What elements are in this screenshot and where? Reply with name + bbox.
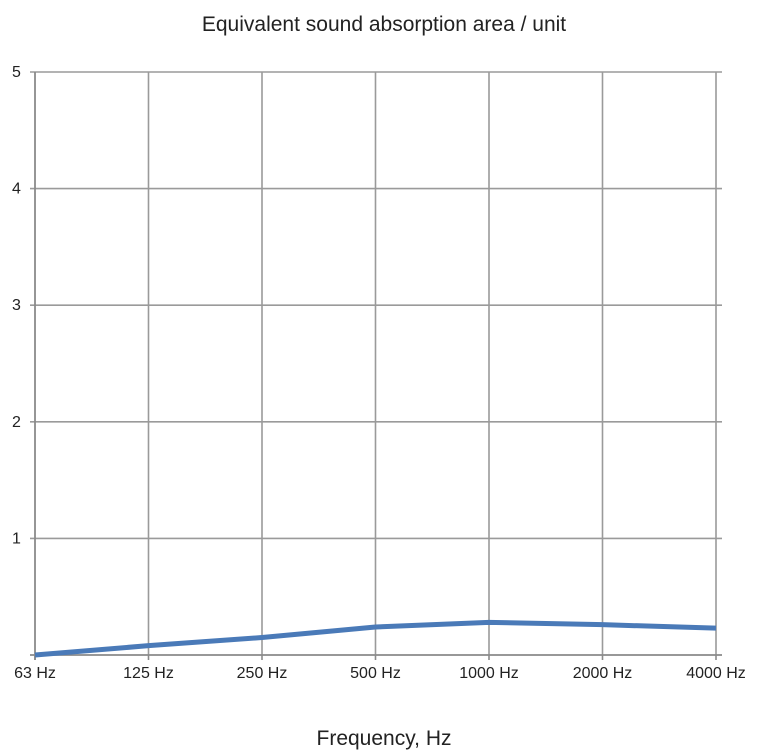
x-tick-label: 500 Hz [350, 665, 401, 682]
chart-title: Equivalent sound absorption area / unit [202, 13, 566, 36]
x-tick-label: 63 Hz [14, 665, 56, 682]
y-tick-label: 2 [12, 414, 21, 431]
y-tick-label: 3 [12, 297, 21, 314]
y-tick-label: 5 [12, 64, 21, 81]
grid-lines [30, 71, 722, 655]
y-tick-label: 4 [12, 181, 21, 198]
series-lines [34, 619, 717, 658]
x-tick-label: 125 Hz [123, 665, 174, 682]
x-tick-labels: 63 Hz 125 Hz 250 Hz 500 Hz 1000 Hz 2000 Hz 400… [14, 665, 746, 682]
x-axis-label: Frequency, Hz [317, 727, 452, 750]
x-tick-label: 1000 Hz [459, 665, 519, 682]
x-tick-label: 4000 Hz [686, 665, 746, 682]
x-tick-label: 250 Hz [237, 665, 288, 682]
series-line [34, 619, 717, 658]
axes [30, 72, 722, 660]
y-tick-labels: 1 2 3 4 5 [12, 64, 21, 547]
y-tick-label: 1 [12, 530, 21, 547]
x-tick-label: 2000 Hz [573, 665, 633, 682]
